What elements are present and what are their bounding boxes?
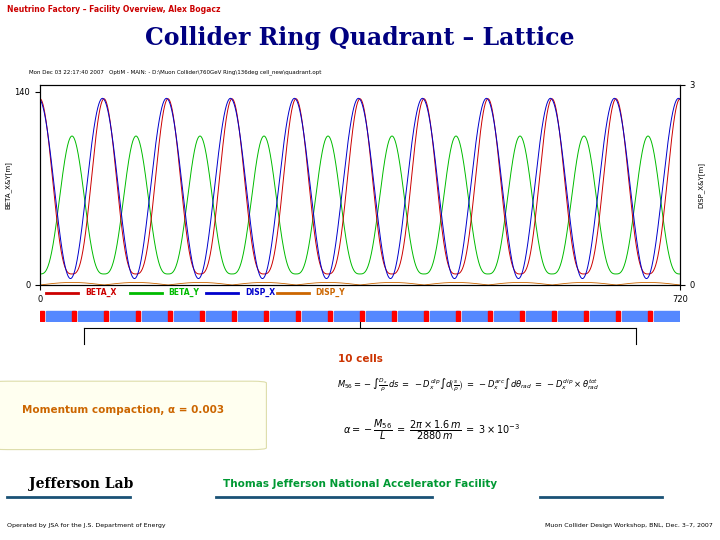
Bar [238, 310, 267, 321]
Y-axis label: BETA_X&Y[m]: BETA_X&Y[m] [5, 161, 12, 209]
Text: Jefferson Lab: Jefferson Lab [29, 477, 133, 491]
Y-axis label: DISP_X&Y[m]: DISP_X&Y[m] [698, 162, 705, 208]
Text: Thomas Jefferson National Accelerator Facility: Thomas Jefferson National Accelerator Fa… [223, 479, 497, 489]
Bar [168, 310, 173, 321]
Bar [424, 310, 428, 321]
Bar [104, 310, 109, 321]
Bar [264, 310, 269, 321]
Bar [520, 310, 524, 321]
Bar [302, 310, 331, 321]
Text: Momentum compaction, α = 0.003: Momentum compaction, α = 0.003 [22, 405, 224, 415]
Bar [206, 310, 235, 321]
Bar [648, 310, 652, 321]
Text: 10 cells: 10 cells [338, 354, 382, 363]
Bar [232, 310, 236, 321]
Bar [200, 310, 204, 321]
Bar [72, 310, 76, 321]
Bar [174, 310, 203, 321]
Bar [328, 310, 333, 321]
Bar [462, 310, 491, 321]
Bar [296, 310, 300, 321]
FancyBboxPatch shape [0, 381, 266, 450]
Bar [494, 310, 523, 321]
Text: $\alpha = -\dfrac{M_{56}}{L} \;=\; \dfrac{2\pi\times 1.6\,m}{2880\,m} \;=\; 3\ti: $\alpha = -\dfrac{M_{56}}{L} \;=\; \dfra… [343, 417, 521, 442]
Text: BETA_X: BETA_X [85, 288, 116, 297]
Bar [136, 310, 140, 321]
Text: $M_{56} = -\int \frac{D_x}{\rho}\,ds\; =\; -D_x^{dip}\int d\!\left(\frac{s}{\rho: $M_{56} = -\int \frac{D_x}{\rho}\,ds\; =… [337, 376, 599, 393]
Bar [590, 310, 619, 321]
Bar [78, 310, 107, 321]
Bar [360, 310, 364, 321]
Bar [40, 310, 45, 321]
Bar [46, 310, 75, 321]
Bar [526, 310, 555, 321]
Bar [488, 310, 492, 321]
Bar [431, 310, 459, 321]
Bar [616, 310, 621, 321]
Text: Muon Collider Design Workshop, BNL, Dec. 3–7, 2007: Muon Collider Design Workshop, BNL, Dec.… [545, 523, 713, 529]
Bar [366, 310, 395, 321]
Text: Collider Ring Quadrant – Lattice: Collider Ring Quadrant – Lattice [145, 26, 575, 50]
Bar [398, 310, 427, 321]
Bar [558, 310, 587, 321]
Bar [456, 310, 461, 321]
Text: BETA_Y: BETA_Y [168, 288, 199, 297]
Bar [334, 310, 363, 321]
Bar [270, 310, 299, 321]
Text: DISP_Y: DISP_Y [315, 288, 345, 297]
Bar [552, 310, 557, 321]
Bar [392, 310, 397, 321]
Text: Neutrino Factory – Facility Overview, Alex Bogacz: Neutrino Factory – Facility Overview, Al… [7, 4, 221, 14]
Bar [622, 310, 651, 321]
Bar [654, 310, 683, 321]
Text: Mon Dec 03 22:17:40 2007   OptiM - MAIN: - D:\Muon Collider\760GeV Ring\136deg c: Mon Dec 03 22:17:40 2007 OptiM - MAIN: -… [29, 69, 321, 75]
Bar [110, 310, 139, 321]
Bar [584, 310, 588, 321]
Bar [143, 310, 171, 321]
Text: DISP_X: DISP_X [245, 288, 275, 297]
Text: Operated by JSA for the J.S. Department of Energy: Operated by JSA for the J.S. Department … [7, 523, 166, 529]
